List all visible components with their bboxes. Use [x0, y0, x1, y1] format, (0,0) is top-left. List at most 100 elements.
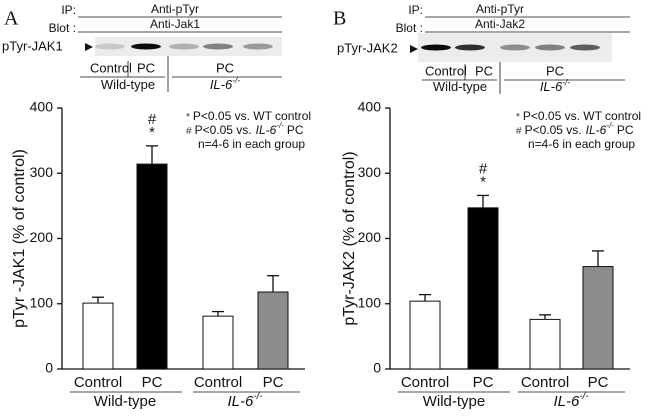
bar	[257, 291, 289, 370]
note-symbol: *	[516, 112, 520, 123]
note: # P<0.05 vs. IL-6-/- PC	[516, 121, 634, 137]
bar	[409, 300, 441, 370]
x-tick-label: Control	[521, 374, 569, 391]
blot-band	[131, 43, 161, 50]
ip-label: IP:	[61, 3, 76, 17]
group-label: IL-6-/-	[540, 77, 571, 94]
bar	[136, 163, 168, 370]
note-text: n=4-6 in each group	[198, 137, 305, 151]
note-sup: -/-	[606, 121, 614, 130]
note-after: PC	[287, 123, 304, 137]
bar	[202, 315, 234, 370]
note: n=4-6 in each group	[198, 137, 305, 151]
group-label-sup: -/-	[579, 391, 589, 402]
group-label-text: IL-6	[210, 77, 233, 92]
note-italic: IL-6	[256, 123, 277, 137]
bar	[467, 207, 499, 370]
note-text: P<0.05 vs. WT control	[523, 109, 641, 123]
significance-mark: *	[149, 124, 155, 141]
significance-mark: #	[148, 111, 157, 128]
blot-band	[203, 43, 233, 50]
y-tick-label: 0	[373, 360, 381, 376]
note-text: P<0.05 vs.	[525, 123, 582, 137]
x-tick-label: PC	[588, 374, 609, 391]
panel-letter: A	[4, 8, 19, 30]
x-tick-label: PC	[263, 374, 284, 391]
lane-label: PC	[546, 63, 564, 78]
blot-band	[169, 43, 199, 50]
y-axis-label: pTyr -JAK1 (% of control)	[11, 149, 28, 328]
note-symbol: *	[186, 112, 190, 123]
panel-letter: B	[333, 8, 346, 30]
group-label: Wild-type	[94, 393, 157, 410]
blot-band	[95, 43, 125, 50]
blot-label: Blot :	[49, 21, 76, 35]
note: * P<0.05 vs. WT control	[516, 109, 641, 123]
group-label-text: IL-6	[553, 393, 580, 410]
blot-band	[535, 44, 565, 51]
y-tick-label: 0	[45, 360, 53, 376]
group-label: Wild-type	[423, 393, 486, 410]
significance-mark: *	[480, 173, 486, 190]
note-symbol: #	[516, 126, 522, 137]
band-label: pTyr-JAK1	[2, 38, 63, 53]
bar	[582, 266, 614, 370]
group-label: Wild-type	[433, 79, 487, 94]
y-tick-label: 200	[30, 229, 54, 245]
bar	[82, 302, 114, 370]
note: # P<0.05 vs. IL-6-/- PC	[186, 121, 304, 137]
x-tick-label: Control	[194, 374, 242, 391]
lane-label: Control	[90, 60, 132, 75]
x-tick-label: Control	[401, 374, 449, 391]
blot-band	[455, 44, 485, 51]
note: n=4-6 in each group	[528, 137, 635, 151]
blot-band	[243, 43, 273, 50]
blot-band	[500, 44, 530, 51]
significance-mark: #	[479, 160, 488, 177]
y-tick-label: 100	[358, 294, 382, 310]
group-label-sup: -/-	[562, 77, 570, 87]
lane-label: Control	[425, 63, 467, 78]
group-label-sup: -/-	[253, 391, 263, 402]
group-label-text: Wild-type	[423, 393, 486, 410]
blot-label: Blot :	[396, 21, 423, 35]
blot-antibody: Anti-Jak2	[475, 17, 525, 31]
group-label-text: IL-6	[227, 393, 254, 410]
band-arrow	[85, 43, 93, 51]
x-tick-label: PC	[473, 374, 494, 391]
ip-antibody: Anti-pTyr	[476, 2, 524, 16]
ip-antibody: Anti-pTyr	[151, 2, 199, 16]
group-label: Wild-type	[101, 77, 155, 92]
y-tick-label: 300	[358, 164, 382, 180]
note-text: n=4-6 in each group	[528, 137, 635, 151]
y-tick-label: 100	[30, 294, 54, 310]
band-arrow	[410, 45, 418, 53]
blot-band	[570, 44, 600, 51]
group-label: IL-6-/-	[210, 75, 241, 92]
note-sup: -/-	[276, 121, 284, 130]
ip-label: IP:	[408, 3, 423, 17]
lane-label: PC	[475, 63, 493, 78]
y-tick-label: 400	[30, 99, 54, 115]
group-label: IL-6-/-	[227, 391, 263, 410]
y-axis-label: pTyr-JAK2 (% of control)	[341, 151, 358, 325]
band-label: pTyr-JAK2	[337, 40, 398, 55]
y-tick-label: 200	[358, 229, 382, 245]
group-label-text: IL-6	[540, 79, 563, 94]
note-symbol: #	[186, 126, 192, 137]
y-tick-label: 400	[358, 99, 382, 115]
x-tick-label: Control	[74, 374, 122, 391]
note-text: P<0.05 vs.	[195, 123, 252, 137]
note-text: P<0.05 vs. WT control	[193, 109, 311, 123]
group-label-sup: -/-	[232, 75, 240, 85]
group-label: IL-6-/-	[553, 391, 589, 410]
note-italic: IL-6	[586, 123, 607, 137]
blot-band	[421, 44, 451, 51]
lane-label: PC	[216, 60, 234, 75]
y-tick-label: 300	[30, 164, 54, 180]
lane-label: PC	[137, 60, 155, 75]
x-tick-label: PC	[142, 374, 163, 391]
note: * P<0.05 vs. WT control	[186, 109, 311, 123]
bar	[529, 318, 561, 370]
